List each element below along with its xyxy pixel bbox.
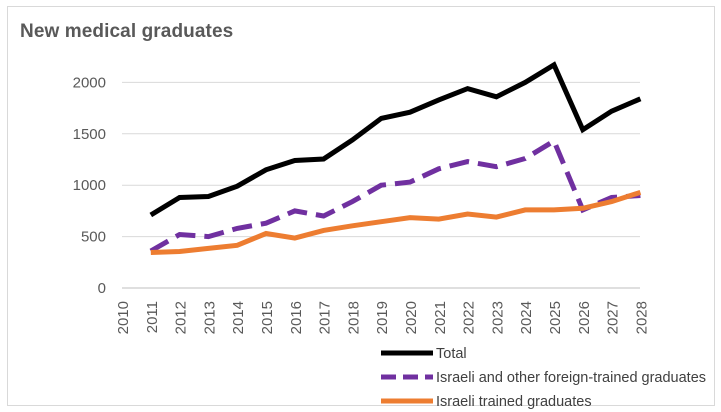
x-tick-label: 2012 bbox=[173, 301, 190, 334]
x-tick-label: 2020 bbox=[403, 301, 420, 334]
chart-title: New medical graduates bbox=[20, 21, 234, 42]
y-tick-label: 0 bbox=[98, 280, 106, 297]
y-tick-label: 1500 bbox=[73, 126, 106, 143]
y-tick-label: 1000 bbox=[73, 177, 106, 194]
x-tick-label: 2019 bbox=[374, 301, 391, 334]
legend-label: Total bbox=[436, 346, 467, 362]
y-tick-label: 2000 bbox=[73, 74, 106, 91]
x-tick-label: 2026 bbox=[576, 301, 593, 334]
x-tick-label: 2023 bbox=[489, 301, 506, 334]
x-tick-label: 2017 bbox=[317, 301, 334, 334]
x-tick-label: 2018 bbox=[345, 301, 362, 334]
x-tick-label: 2011 bbox=[144, 301, 161, 333]
x-tick-label: 2025 bbox=[547, 301, 564, 334]
legend-label: Israeli and other foreign-trained gradua… bbox=[436, 370, 706, 386]
series-line-3 bbox=[150, 190, 642, 255]
legend-label: Israeli trained graduates bbox=[436, 394, 592, 410]
x-tick-label: 2021 bbox=[432, 301, 449, 334]
x-tick-label: 2022 bbox=[461, 301, 478, 334]
x-tick-label: 2024 bbox=[518, 301, 535, 334]
y-tick-label: 500 bbox=[81, 229, 106, 246]
x-tick-label: 2028 bbox=[633, 301, 650, 334]
x-tick-label: 2010 bbox=[115, 301, 132, 334]
series-line-2 bbox=[149, 137, 641, 254]
x-tick-label: 2016 bbox=[288, 301, 305, 334]
x-tick-label: 2015 bbox=[259, 301, 276, 334]
series-line-1 bbox=[149, 61, 642, 218]
x-tick-label: 2014 bbox=[230, 301, 247, 334]
x-tick-label: 2013 bbox=[201, 301, 218, 334]
x-tick-label: 2027 bbox=[605, 301, 622, 334]
